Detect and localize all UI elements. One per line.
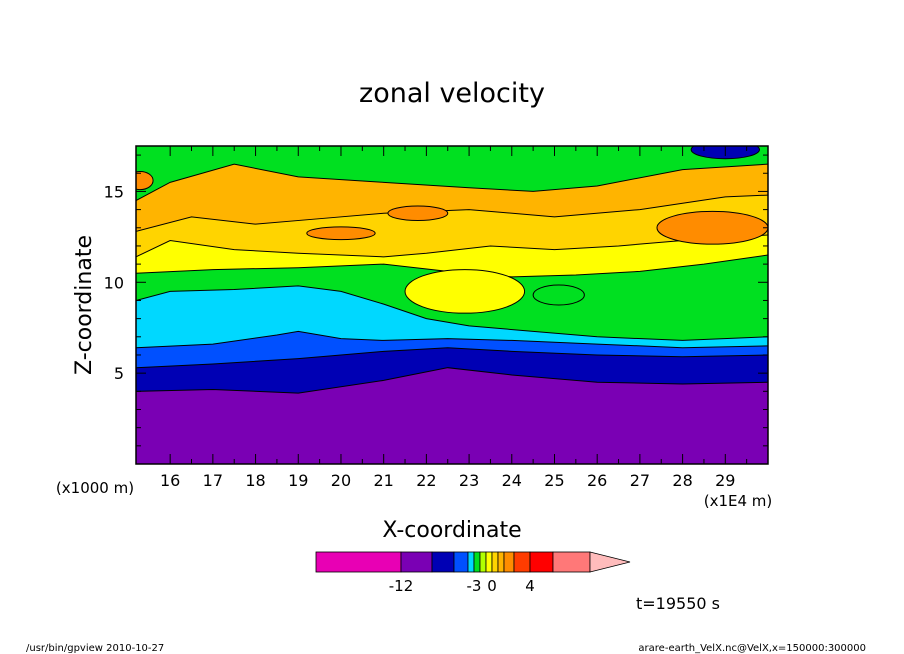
contour-line-2 [136, 330, 768, 349]
colorbar-label: -12 [389, 577, 414, 595]
x-tick-label: 18 [245, 471, 265, 490]
contour-blob-6 [404, 269, 526, 314]
colorbar-label: 0 [487, 577, 497, 595]
plot-frame [135, 145, 769, 465]
y-tick-label: 10 [104, 273, 124, 292]
colorbar-labels: -12 -3 0 4 [389, 577, 535, 595]
contour-blob-2 [656, 210, 768, 245]
x-tick-label: 16 [160, 471, 180, 490]
x-tick-label: 27 [630, 471, 650, 490]
plot-area [136, 146, 768, 464]
colorbar-segment [552, 551, 591, 573]
x-unit-right: (x1E4 m) [704, 492, 773, 510]
y-tick-label: 15 [104, 182, 124, 201]
contour-blob-1 [387, 205, 449, 222]
colorbar-segment [503, 551, 515, 573]
x-tick-label: 21 [373, 471, 393, 490]
x-tick-label: 28 [672, 471, 692, 490]
chart-title: zonal velocity [359, 78, 545, 109]
x-axis: 16 17 18 19 20 21 22 23 24 25 26 27 28 29 [160, 146, 748, 490]
footer-right: arare-earth_VelX.nc@VelX,x=150000:300000 [638, 643, 866, 654]
colorbar [315, 551, 631, 573]
colorbar-label: -3 [467, 577, 482, 595]
colorbar-segment [529, 551, 554, 573]
x-tick-label: 20 [331, 471, 351, 490]
contour-line-7 [136, 163, 768, 201]
colorbar-segment [315, 551, 402, 573]
colorbar-label: 4 [525, 577, 535, 595]
x-tick-label: 22 [416, 471, 436, 490]
contour-line-1 [136, 347, 768, 369]
colorbar-segment [453, 551, 469, 573]
colorbar-extend-arrow [589, 551, 631, 573]
colorbar-segment [485, 551, 493, 573]
colorbar-segment [497, 551, 505, 573]
x-tick-label: 23 [459, 471, 479, 490]
contour-line-0 [136, 367, 768, 394]
contour-blob-7 [532, 284, 585, 306]
x-tick-label: 24 [502, 471, 522, 490]
x-tick-label: 19 [288, 471, 308, 490]
colorbar-segment [431, 551, 455, 573]
x-unit-left: (x1000 m) [56, 479, 134, 497]
x-tick-label: 25 [544, 471, 564, 490]
contour-blob-3 [136, 170, 154, 191]
colorbar-segment [491, 551, 499, 573]
footer-left: /usr/bin/gpview 2010-10-27 [26, 643, 164, 654]
x-axis-label: X-coordinate [382, 518, 521, 543]
band-8 [136, 146, 768, 201]
colorbar-segment [467, 551, 475, 573]
y-tick-label: 5 [114, 364, 124, 383]
x-tick-label: 26 [587, 471, 607, 490]
colorbar-segment [479, 551, 487, 573]
time-label: t=19550 s [636, 594, 720, 613]
colorbar-segment [400, 551, 433, 573]
contour-line-5 [136, 234, 768, 258]
colorbar-segment [473, 551, 481, 573]
y-axis: 5 10 15 [104, 154, 768, 447]
y-axis-label: Z-coordinate [72, 235, 97, 375]
contour-line-3 [136, 285, 768, 341]
x-tick-label: 29 [715, 471, 735, 490]
x-tick-label: 17 [203, 471, 223, 490]
contour-blob-0 [306, 226, 376, 241]
colorbar-segment [513, 551, 531, 573]
